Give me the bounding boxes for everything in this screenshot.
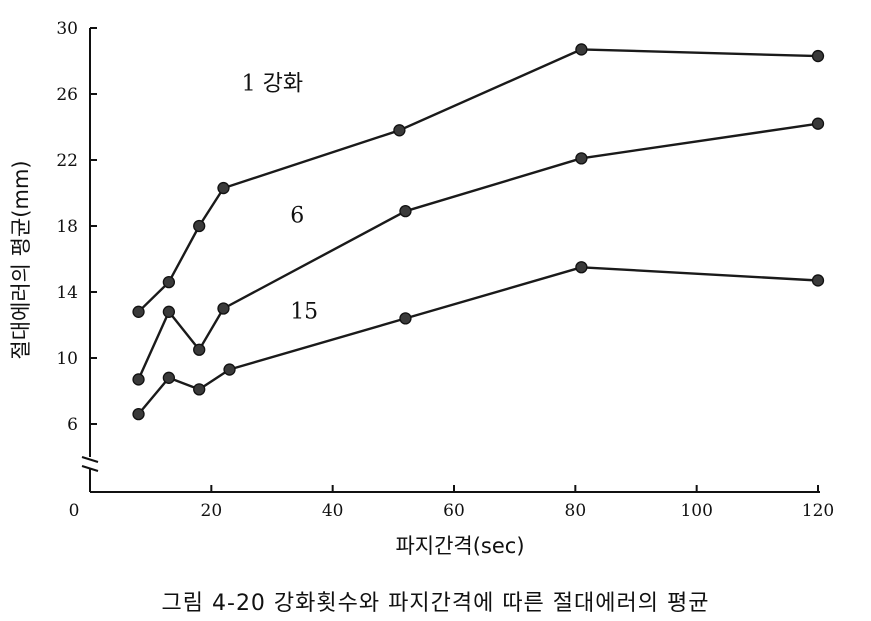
series-labels-layer: 1 강화 6 15 [242, 72, 319, 325]
data-point [399, 312, 412, 325]
y-tick-label: 6 [67, 415, 78, 435]
axes [81, 28, 820, 493]
series-line [137, 122, 819, 380]
data-point [217, 181, 230, 195]
y-tick-label: 10 [56, 349, 78, 369]
data-point [193, 343, 206, 356]
x-tick-label: 100 [680, 501, 712, 521]
data-point [193, 383, 206, 396]
series-1 [132, 43, 825, 318]
data-point [811, 49, 825, 63]
data-point [575, 261, 588, 274]
data-point [162, 305, 176, 318]
data-point [811, 274, 825, 287]
y-tick-label: 26 [56, 85, 78, 105]
x-tick-label: 120 [802, 501, 834, 521]
y-tick-label: 30 [56, 19, 78, 39]
series-2 [132, 117, 825, 386]
data-point [132, 373, 145, 386]
x-tick-label: 40 [322, 501, 344, 521]
data-point [132, 305, 145, 318]
y-axis-break-mark-top [81, 456, 99, 463]
data-point [193, 219, 206, 233]
series-layer [132, 43, 825, 421]
y-axis-break-mark-bottom [81, 465, 99, 472]
y-tick-label: 18 [56, 217, 78, 237]
data-point [811, 117, 825, 130]
data-point [393, 124, 406, 137]
data-point [132, 407, 145, 421]
series-label: 1 강화 [242, 72, 303, 97]
ticks-layer: 6 10 14 18 22 26 30 0 20 40 60 80 100 120 [56, 19, 834, 521]
data-point [399, 204, 412, 218]
data-point [217, 302, 230, 315]
x-tick-label: 80 [565, 501, 587, 521]
series-line [137, 266, 819, 415]
series-line [137, 48, 819, 313]
series-label: 6 [290, 204, 304, 229]
x-tick-label: 20 [201, 501, 223, 521]
data-point [162, 371, 176, 384]
figure-caption: 그림 4-20 강화횟수와 파지간격에 따른 절대에러의 평균 [161, 591, 710, 616]
data-point [575, 152, 588, 165]
x-tick-label: 0 [69, 501, 80, 521]
x-tick-label: 60 [443, 501, 465, 521]
y-axis-title: 절대에러의 평균(mm) [9, 160, 33, 359]
data-point [223, 363, 236, 376]
data-point [575, 43, 588, 56]
series-label: 15 [290, 299, 318, 324]
y-tick-label: 22 [56, 151, 78, 171]
x-axis-title: 파지간격(sec) [395, 534, 524, 558]
series-3 [132, 261, 825, 421]
y-tick-label: 14 [56, 283, 78, 303]
data-point [162, 275, 176, 289]
